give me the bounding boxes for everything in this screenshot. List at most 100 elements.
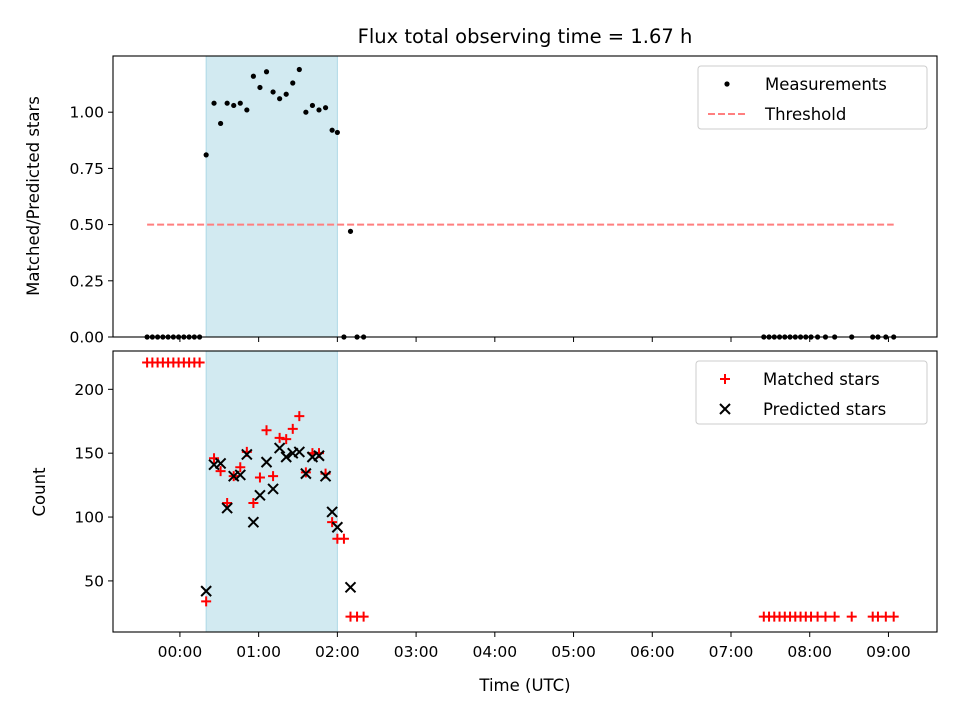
top-y-axis-label: Matched/Predicted stars — [24, 96, 43, 296]
data-point — [313, 450, 325, 462]
data-point — [277, 96, 283, 102]
data-point — [201, 596, 212, 607]
data-point — [200, 585, 212, 597]
data-point — [846, 611, 857, 622]
legend-box — [697, 65, 928, 130]
data-point — [274, 432, 285, 443]
data-point — [287, 423, 298, 434]
x-tick-label: 04:00 — [472, 643, 517, 661]
x-tick-label: 03:00 — [394, 643, 439, 661]
bottom-y-tick-label: 150 — [74, 445, 104, 463]
data-point — [247, 516, 260, 528]
legend-label: Threshold — [764, 105, 846, 124]
data-point — [268, 471, 279, 482]
chart-title: Flux total observing time = 1.67 h — [358, 25, 693, 48]
data-point — [215, 466, 226, 477]
x-tick-label: 09:00 — [866, 643, 911, 661]
data-point — [254, 489, 266, 502]
data-point — [294, 411, 305, 422]
bottom-y-tick-label: 200 — [74, 381, 104, 399]
data-point — [329, 127, 335, 133]
data-point — [237, 100, 243, 106]
data-point — [235, 462, 246, 473]
legend-dot-swatch — [724, 81, 730, 87]
data-point — [316, 107, 322, 113]
x-tick-label: 06:00 — [630, 643, 675, 661]
legend-plus-swatch — [720, 374, 730, 384]
top-y-tick-label: 0.00 — [69, 329, 104, 347]
top-y-tick-label: 1.00 — [69, 104, 104, 122]
data-point — [358, 611, 369, 622]
data-point — [338, 533, 349, 544]
data-point — [248, 497, 259, 508]
legend-label: Measurements — [765, 75, 887, 94]
data-point — [283, 91, 289, 97]
data-point — [309, 102, 316, 109]
data-point — [224, 100, 230, 106]
data-point — [281, 434, 292, 445]
data-point — [263, 69, 270, 75]
data-point — [267, 483, 279, 495]
data-point — [250, 73, 256, 79]
x-tick-label: 01:00 — [236, 643, 281, 661]
data-point — [344, 581, 357, 594]
data-point — [241, 448, 253, 461]
data-point — [203, 152, 209, 158]
top-axes-frame — [112, 55, 938, 338]
data-point — [222, 497, 233, 508]
bottom-legend: Matched stars Predicted stars — [695, 360, 928, 425]
data-point — [322, 105, 329, 111]
top-y-tick-label: 0.75 — [69, 160, 104, 178]
data-point — [231, 102, 237, 109]
data-point — [194, 357, 205, 368]
x-tick-label: 02:00 — [315, 643, 360, 661]
data-point — [211, 100, 217, 106]
data-point — [260, 456, 273, 468]
data-point — [334, 129, 340, 136]
legend-x-swatch — [719, 403, 731, 415]
top-observing-span — [205, 55, 338, 338]
data-point — [820, 611, 831, 622]
x-tick-label: 07:00 — [709, 643, 754, 661]
data-point — [257, 84, 263, 91]
data-point — [209, 453, 220, 464]
x-tick-label: 05:00 — [551, 643, 596, 661]
bottom-y-tick-label: 50 — [84, 572, 104, 590]
data-point — [244, 107, 250, 113]
data-point — [254, 472, 265, 483]
top-y-tick-label: 0.50 — [69, 216, 104, 234]
data-point — [829, 611, 840, 622]
data-point — [293, 446, 306, 458]
top-legend: Measurements Threshold — [697, 65, 928, 130]
legend-label: Matched stars — [763, 370, 880, 389]
data-point — [273, 442, 286, 454]
x-axis-label: Time (UTC) — [478, 676, 570, 695]
data-point — [296, 66, 302, 73]
data-point — [261, 425, 272, 436]
bottom-y-axis-label: Count — [30, 467, 49, 517]
data-point — [888, 611, 899, 622]
data-point — [319, 470, 332, 482]
data-point — [303, 109, 309, 115]
data-point — [280, 451, 292, 463]
data-point — [270, 89, 276, 95]
top-y-tick-label: 0.25 — [69, 272, 104, 290]
data-point — [221, 502, 233, 514]
data-point — [327, 517, 338, 528]
data-point — [331, 521, 344, 533]
bottom-y-tick-label: 100 — [74, 509, 104, 527]
data-point — [234, 469, 246, 481]
legend-box — [695, 360, 928, 425]
data-point — [214, 457, 227, 470]
data-point — [290, 80, 296, 86]
data-point — [326, 506, 338, 518]
x-tick-label: 08:00 — [787, 643, 832, 661]
data-point — [217, 120, 224, 127]
bottom-panel: 50 100 150 200 00:00 01:00 02:00 03:00 04:00 05:0… — [74, 350, 938, 661]
data-point — [347, 228, 354, 234]
legend-label: Predicted stars — [763, 400, 886, 419]
top-panel: 0.00 0.25 0.50 0.75 1.00 Measurements Threshol… — [69, 55, 938, 347]
x-tick-label: 00:00 — [158, 643, 203, 661]
data-point — [300, 467, 312, 480]
